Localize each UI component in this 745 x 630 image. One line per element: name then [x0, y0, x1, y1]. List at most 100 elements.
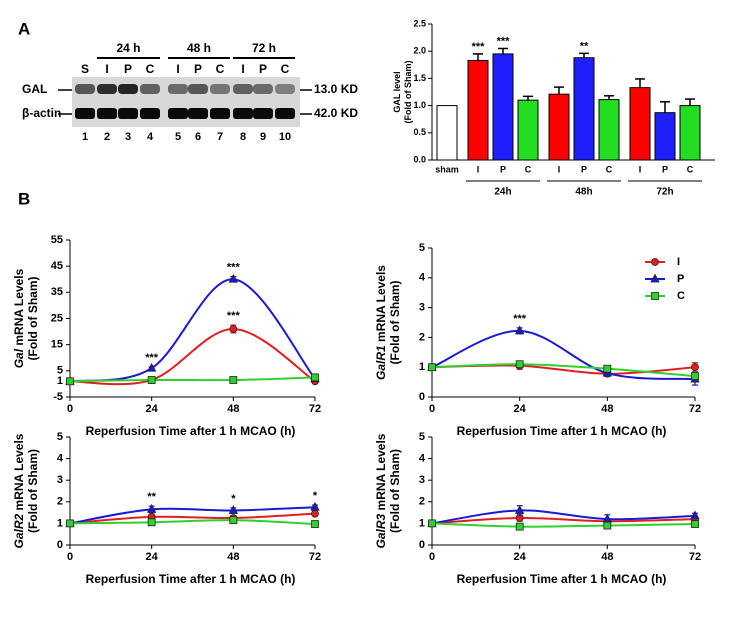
x-tick-label: P: [500, 164, 506, 174]
y-tick-label: 1: [419, 517, 425, 529]
x-tick-label: 0: [429, 551, 435, 563]
significance: ***: [513, 313, 527, 325]
y-tick-label: 1: [419, 361, 425, 373]
group-label: 24h: [494, 187, 511, 198]
data-point: [515, 360, 524, 369]
lane-label: I: [176, 62, 179, 76]
y-axis-label: GalR3 mRNA Levels: [374, 433, 388, 548]
x-tick-label: C: [525, 164, 532, 174]
band: [140, 84, 160, 94]
data-point: [147, 362, 157, 372]
significance: ***: [227, 310, 241, 322]
data-point: [147, 376, 156, 384]
lane-label: I: [105, 62, 108, 76]
x-tick-label: 72: [689, 551, 701, 563]
lane-number: 3: [125, 131, 131, 143]
y-axis-label: GalR3: [374, 513, 388, 548]
data-point: [66, 519, 74, 528]
data-point: [515, 522, 524, 531]
significance: ***: [472, 41, 486, 53]
time-label: 24 h: [116, 41, 140, 55]
y-tick-label: 2: [57, 496, 63, 508]
lane-number: 2: [104, 131, 110, 143]
y-tick-label: 4: [419, 453, 426, 465]
legend-marker: [651, 292, 659, 300]
series-line: [431, 516, 696, 525]
y-axis-label: Gal mRNA Levels: [12, 268, 26, 368]
band: [75, 108, 95, 119]
lane-label: S: [81, 62, 89, 76]
x-tick-label: 24: [146, 551, 159, 563]
band: [168, 84, 188, 94]
data-point: [229, 325, 238, 333]
group-label: 72h: [656, 187, 673, 198]
x-tick-label: 72: [689, 403, 701, 415]
row-label: β-actin: [22, 106, 61, 120]
band: [210, 84, 230, 94]
significance: **: [580, 40, 589, 52]
bar: [436, 105, 458, 161]
y-tick-label: 25: [51, 312, 63, 324]
x-tick-label: 48: [227, 551, 239, 563]
significance: **: [147, 491, 156, 503]
lane-number: 7: [217, 131, 223, 143]
x-tick-label: 72: [309, 551, 321, 563]
band: [168, 108, 188, 119]
data-point: [515, 505, 525, 514]
group-label: 48h: [575, 187, 592, 198]
series-line: [69, 506, 316, 525]
lane-label: P: [124, 62, 132, 76]
x-tick-label: 48: [227, 403, 239, 415]
y-tick-label: 3: [419, 302, 425, 314]
y-tick-label: 55: [51, 234, 63, 246]
bar: [573, 57, 595, 161]
lane-label: P: [259, 62, 267, 76]
y-axis-label: GAL level(Fold of Sham): [392, 61, 413, 124]
series-line: [431, 329, 696, 381]
x-tick-label: 0: [429, 403, 435, 415]
y-axis-label: (Fold of Sham): [26, 277, 40, 361]
legend-label: C: [677, 290, 685, 302]
panel-label: A: [18, 19, 30, 38]
bar: [654, 112, 676, 161]
x-tick-label: P: [662, 164, 668, 174]
data-point: [311, 520, 319, 528]
y-tick-label: 2: [419, 331, 425, 343]
series-line: [69, 376, 316, 383]
y-tick-label: 5: [419, 431, 425, 443]
x-tick-label: 0: [67, 551, 73, 563]
x-tick-label: 24: [514, 551, 527, 563]
data-point: [311, 373, 319, 382]
panel-label: B: [18, 189, 30, 208]
band: [118, 84, 138, 94]
size-label: 13.0 KD: [314, 82, 358, 96]
data-point: [147, 504, 157, 513]
time-label: 72 h: [252, 41, 276, 55]
data-point: [691, 372, 699, 381]
y-axis-label: GalR2 mRNA Levels: [12, 433, 26, 548]
lane-number: 5: [175, 131, 181, 143]
data-point: [515, 325, 525, 335]
lane-label: I: [241, 62, 244, 76]
data-point: [147, 518, 156, 527]
legend-marker: [650, 273, 660, 283]
band: [97, 84, 117, 94]
y-axis-label: (Fold of Sham): [26, 449, 40, 533]
lane-number: 9: [260, 131, 266, 143]
band: [233, 108, 253, 119]
data-point: [690, 510, 700, 520]
bar: [629, 87, 651, 161]
y-axis-label: GalR1: [374, 345, 388, 380]
significance: *: [313, 490, 318, 502]
significance: *: [231, 493, 236, 505]
series-line: [431, 363, 696, 378]
band: [253, 84, 273, 94]
band: [253, 108, 273, 119]
y-axis-label: mRNA Levels: [374, 433, 388, 514]
data-point: [310, 501, 320, 511]
series-line: [69, 519, 316, 526]
lane-label: P: [194, 62, 202, 76]
y-tick-label: 0: [57, 539, 63, 551]
data-point: [691, 363, 699, 372]
